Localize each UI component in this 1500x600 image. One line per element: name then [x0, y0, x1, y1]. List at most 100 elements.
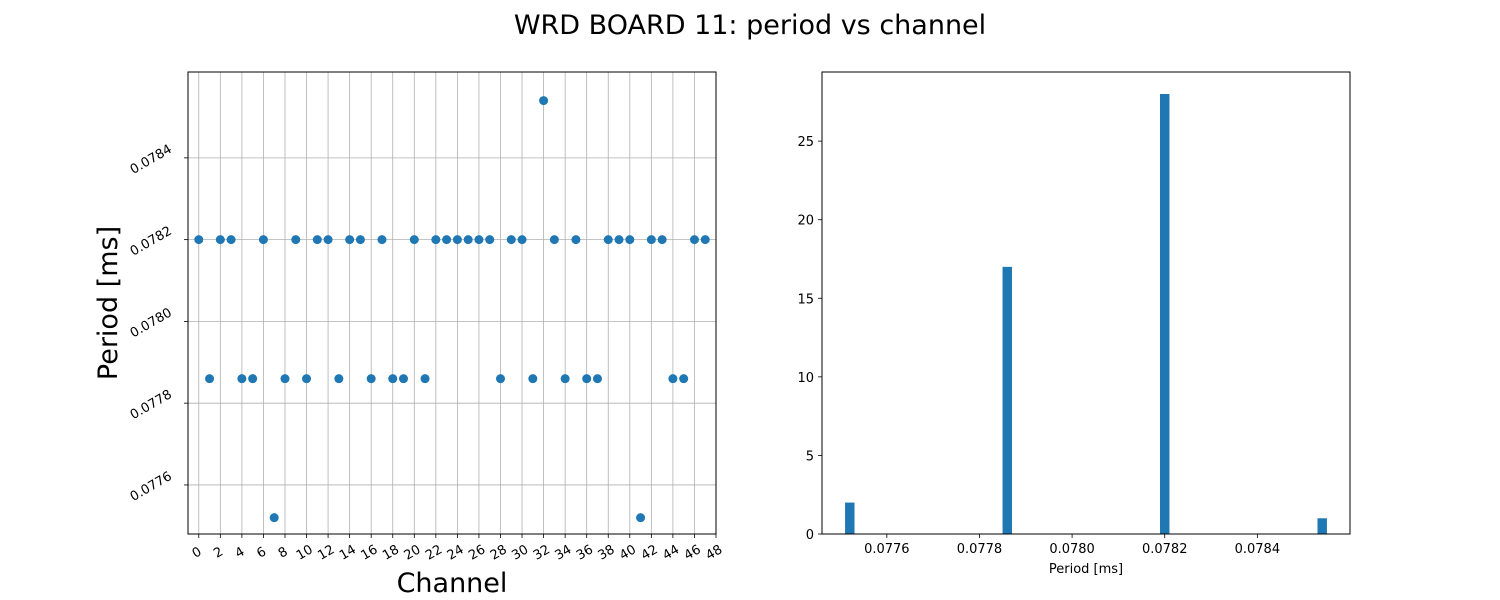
scatter-x-label: Channel: [397, 568, 508, 599]
scatter-point: [334, 374, 344, 384]
scatter-point: [668, 374, 678, 384]
scatter-point: [539, 96, 549, 106]
scatter-point: [442, 235, 452, 245]
scatter-point: [452, 235, 462, 245]
scatter-x-tick-label: 22: [423, 542, 445, 563]
scatter-x-tick-label: 32: [531, 542, 553, 563]
scatter-point: [603, 235, 613, 245]
histogram-x-tick-label: 0.0780: [1049, 542, 1095, 557]
scatter-point: [582, 374, 592, 384]
scatter-point: [377, 235, 387, 245]
scatter-x-tick-label: 14: [337, 542, 359, 563]
histogram-y-tick-label: 20: [797, 214, 814, 229]
scatter-point: [592, 374, 602, 384]
histogram-y-tick-label: 25: [797, 135, 814, 150]
scatter-point: [560, 374, 570, 384]
histogram-x-label: Period [ms]: [1049, 562, 1123, 577]
histogram-bar: [1160, 94, 1170, 534]
histogram-bar: [1317, 518, 1327, 534]
scatter-x-tick-label: 10: [294, 542, 316, 563]
scatter-y-label: Period [ms]: [93, 226, 124, 380]
scatter-point: [269, 513, 279, 523]
scatter-x-tick-label: 48: [703, 542, 725, 563]
scatter-point: [226, 235, 236, 245]
scatter-x-tick-label: 18: [380, 542, 402, 563]
scatter-x-tick-label: 24: [445, 542, 467, 563]
scatter-point: [689, 235, 699, 245]
scatter-point: [528, 374, 538, 384]
scatter-x-tick-label: 6: [254, 544, 269, 561]
scatter-x-tick-label: 0: [190, 544, 205, 561]
scatter-point: [215, 235, 225, 245]
histogram-x-tick-label: 0.0778: [957, 542, 1003, 557]
scatter-x-ticks: 0 2 4 6 8 10 12 14 16 18 20 22 24 26 28 30 32 34 36 38 40 42 4…: [190, 534, 725, 564]
histogram-bar: [845, 502, 855, 534]
scatter-point: [312, 235, 322, 245]
scatter-point: [323, 235, 333, 245]
scatter-point: [280, 374, 290, 384]
scatter-x-tick-label: 16: [359, 542, 381, 563]
scatter-axes-frame: [187, 71, 717, 535]
scatter-y-tick-label: 0.0784: [128, 142, 175, 178]
scatter-y-tick-label: 0.0778: [128, 387, 175, 423]
scatter-x-tick-label: 44: [660, 542, 682, 563]
scatter-x-tick-label: 46: [682, 542, 704, 563]
scatter-point: [237, 374, 247, 384]
scatter-x-tick-label: 38: [596, 542, 618, 563]
scatter-x-tick-label: 30: [509, 542, 531, 563]
scatter-point: [646, 235, 656, 245]
scatter-point: [614, 235, 624, 245]
histogram-chart: 0.0776 0.0778 0.0780 0.0782 0.0784 0 5 10 15 20 2…: [797, 71, 1351, 577]
scatter-point: [506, 235, 516, 245]
histogram-y-tick-label: 15: [797, 292, 814, 307]
scatter-y-ticks: 0.0776 0.0778 0.0780 0.0782 0.0784: [128, 142, 188, 505]
histogram-y-tick-label: 0: [806, 528, 814, 543]
histogram-x-tick-label: 0.0782: [1142, 542, 1188, 557]
scatter-point: [291, 235, 301, 245]
scatter-points: [194, 96, 710, 523]
scatter-x-tick-label: 20: [402, 542, 424, 563]
histogram-y-tick-label: 10: [797, 371, 814, 386]
scatter-x-tick-label: 34: [552, 542, 574, 563]
scatter-point: [345, 235, 355, 245]
scatter-x-tick-label: 26: [466, 542, 488, 563]
scatter-x-tick-label: 2: [211, 544, 226, 561]
scatter-point: [366, 374, 376, 384]
histogram-x-tick-label: 0.0776: [864, 542, 910, 557]
scatter-x-tick-label: 40: [617, 542, 639, 563]
scatter-point: [399, 374, 409, 384]
scatter-point: [205, 374, 215, 384]
scatter-grid: [188, 72, 717, 534]
scatter-point: [700, 235, 710, 245]
scatter-point: [258, 235, 268, 245]
histogram-x-tick-label: 0.0784: [1235, 542, 1281, 557]
scatter-point: [495, 374, 505, 384]
scatter-y-tick-label: 0.0776: [128, 469, 175, 505]
figure-title: WRD BOARD 11: period vs channel: [514, 10, 986, 41]
scatter-point: [474, 235, 484, 245]
histogram-bar: [1002, 266, 1012, 534]
scatter-point: [636, 513, 646, 523]
scatter-point: [302, 374, 312, 384]
scatter-point: [657, 235, 667, 245]
scatter-x-tick-label: 28: [488, 542, 510, 563]
scatter-point: [248, 374, 258, 384]
scatter-point: [485, 235, 495, 245]
histogram-y-ticks: 0 5 10 15 20 25: [797, 135, 822, 543]
scatter-point: [194, 235, 204, 245]
scatter-point: [549, 235, 559, 245]
scatter-point: [409, 235, 419, 245]
scatter-point: [625, 235, 635, 245]
scatter-point: [517, 235, 527, 245]
scatter-point: [463, 235, 473, 245]
scatter-x-tick-label: 4: [233, 544, 248, 561]
scatter-x-tick-label: 8: [276, 544, 291, 561]
scatter-x-tick-label: 12: [315, 542, 337, 563]
scatter-y-tick-label: 0.0780: [128, 305, 175, 341]
scatter-point: [431, 235, 441, 245]
scatter-point: [388, 374, 398, 384]
histogram-y-tick-label: 5: [806, 449, 814, 464]
histogram-axes-frame: [821, 71, 1351, 535]
scatter-x-tick-label: 36: [574, 542, 596, 563]
scatter-point: [679, 374, 689, 384]
